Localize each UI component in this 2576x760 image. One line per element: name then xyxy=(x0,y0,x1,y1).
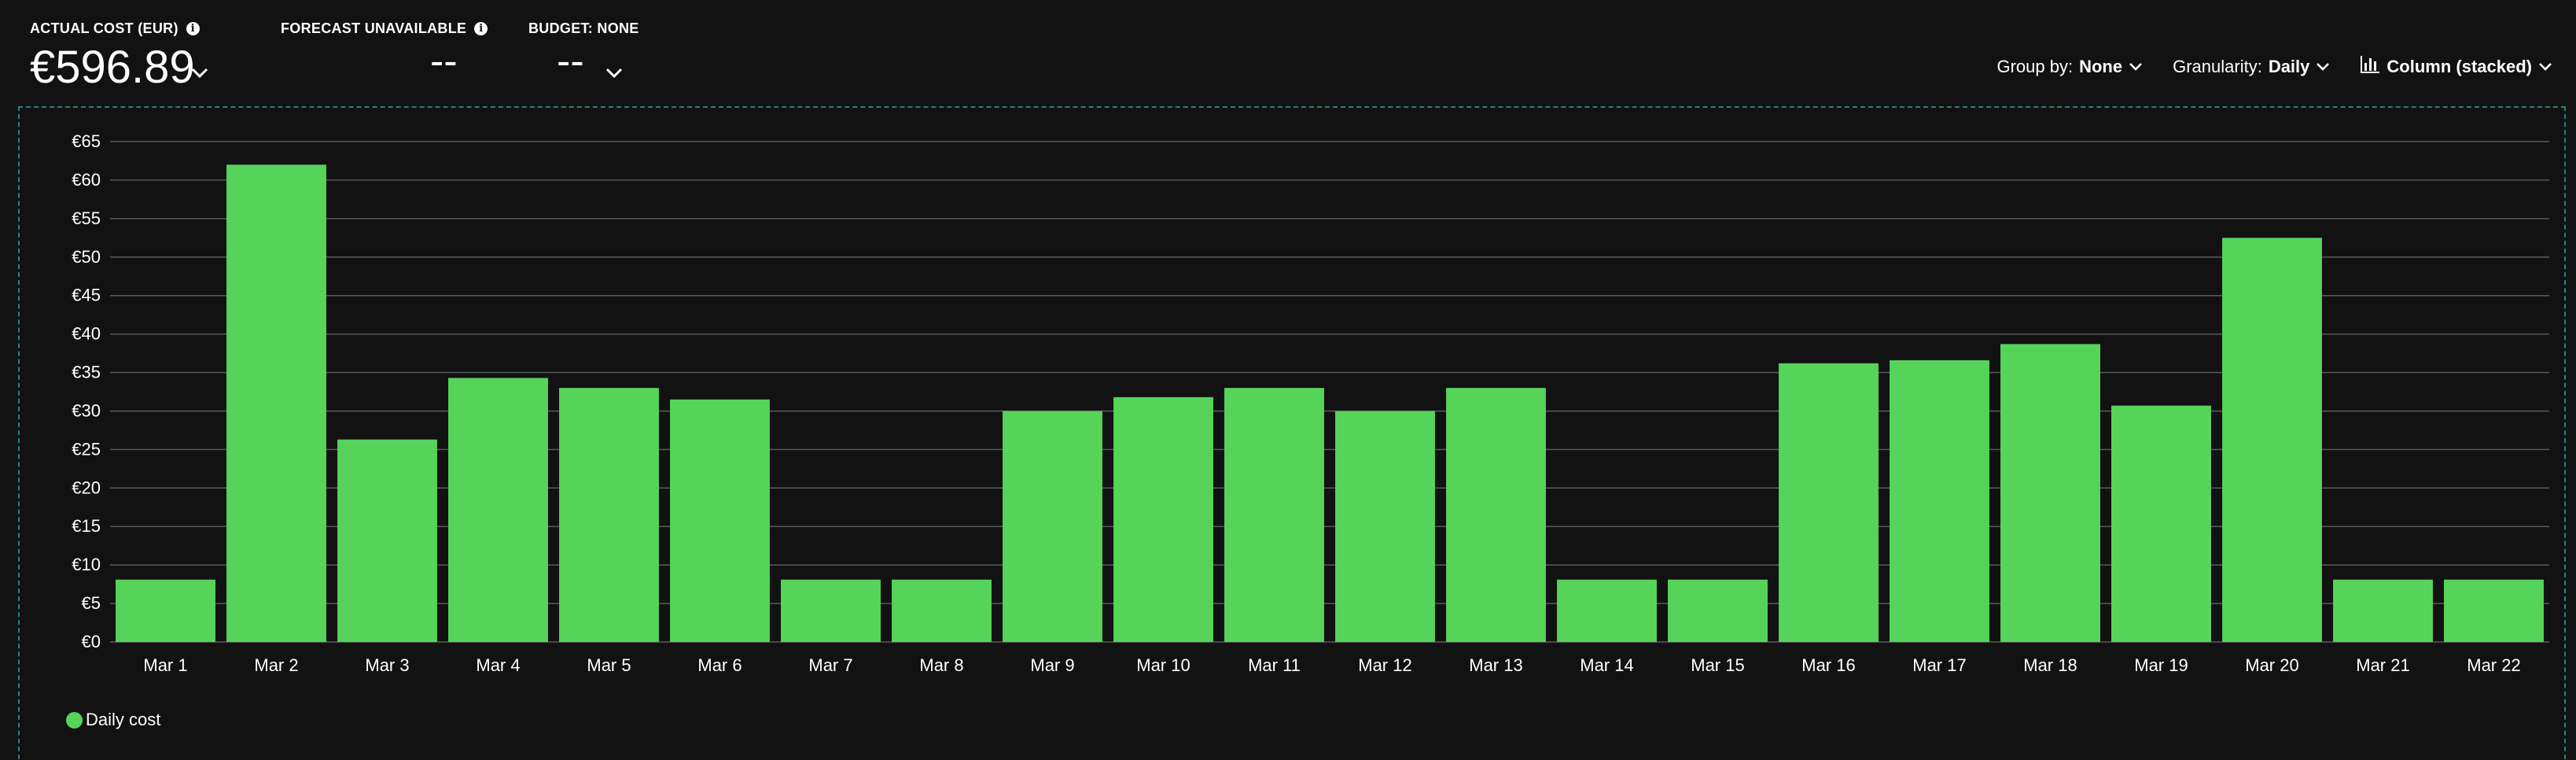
kpi-forecast-value: -- xyxy=(430,39,458,84)
x-tick-label: Mar 11 xyxy=(1248,655,1301,675)
bar-mar-10[interactable] xyxy=(1113,397,1213,642)
x-tick-label: Mar 16 xyxy=(1801,655,1855,675)
y-tick-label: €30 xyxy=(72,400,101,420)
bar-mar-3[interactable] xyxy=(337,439,437,642)
granularity-dropdown[interactable]: Granularity: Daily xyxy=(2173,57,2330,77)
info-icon[interactable]: i xyxy=(474,22,488,35)
x-tick-label: Mar 8 xyxy=(919,655,963,675)
bar-mar-5[interactable] xyxy=(559,388,659,642)
x-tick-label: Mar 6 xyxy=(697,655,742,675)
granularity-label: Granularity: xyxy=(2173,57,2262,76)
x-tick-label: Mar 14 xyxy=(1580,655,1633,675)
bar-mar-22[interactable] xyxy=(2444,579,2544,642)
y-tick-label: €45 xyxy=(72,286,101,305)
bar-mar-20[interactable] xyxy=(2222,238,2322,642)
y-tick-label: €60 xyxy=(72,170,101,190)
bar-mar-18[interactable] xyxy=(2000,344,2100,642)
group-by-dropdown[interactable]: Group by: None xyxy=(1996,57,2143,77)
y-tick-label: €65 xyxy=(72,131,101,151)
x-tick-label: Mar 18 xyxy=(2023,655,2077,675)
x-tick-label: Mar 3 xyxy=(365,655,409,675)
chart-type-value: Column (stacked) xyxy=(2386,57,2532,76)
x-tick-label: Mar 12 xyxy=(1358,655,1411,675)
bar-chart-icon xyxy=(2360,55,2380,79)
y-tick-label: €10 xyxy=(72,555,101,574)
kpi-budget-label: BUDGET: NONE xyxy=(528,20,639,36)
bar-mar-9[interactable] xyxy=(1003,411,1102,642)
bar-mar-8[interactable] xyxy=(892,579,992,642)
chart-legend[interactable]: Daily cost xyxy=(66,710,160,730)
y-tick-label: €0 xyxy=(82,632,101,651)
y-tick-label: €55 xyxy=(72,208,101,228)
y-tick-label: €25 xyxy=(72,439,101,459)
x-tick-label: Mar 4 xyxy=(476,655,520,675)
chart-toolbar: Group by: None Granularity: Daily xyxy=(1996,55,2552,79)
chart-area xyxy=(18,106,2566,760)
chevron-down-icon xyxy=(2129,62,2143,72)
x-tick-label: Mar 19 xyxy=(2134,655,2188,675)
y-tick-label: €40 xyxy=(72,324,101,344)
kpi-forecast: FORECAST UNAVAILABLE i -- xyxy=(281,20,488,84)
group-by-value: None xyxy=(2079,57,2123,76)
chevron-down-icon[interactable] xyxy=(605,68,623,79)
x-tick-label: Mar 2 xyxy=(254,655,298,675)
bar-mar-4[interactable] xyxy=(448,378,548,642)
bar-mar-13[interactable] xyxy=(1446,388,1546,642)
bar-mar-7[interactable] xyxy=(781,579,881,642)
x-tick-label: Mar 9 xyxy=(1030,655,1074,675)
x-tick-label: Mar 15 xyxy=(1691,655,1744,675)
x-tick-label: Mar 17 xyxy=(1912,655,1966,675)
bar-mar-2[interactable] xyxy=(226,164,326,642)
chevron-down-icon xyxy=(2316,62,2330,72)
bar-mar-17[interactable] xyxy=(1890,360,1989,642)
bar-mar-19[interactable] xyxy=(2111,405,2211,642)
y-tick-label: €20 xyxy=(72,478,101,497)
group-by-label: Group by: xyxy=(1996,57,2074,76)
x-tick-label: Mar 7 xyxy=(808,655,852,675)
bar-mar-12[interactable] xyxy=(1335,411,1435,642)
bar-mar-15[interactable] xyxy=(1668,579,1768,642)
x-tick-label: Mar 21 xyxy=(2356,655,2409,675)
chevron-down-icon[interactable] xyxy=(191,68,208,79)
bar-mar-21[interactable] xyxy=(2333,579,2433,642)
legend-label: Daily cost xyxy=(86,710,161,729)
kpi-actual-cost: ACTUAL COST (EUR) i €596.89 xyxy=(30,20,208,93)
chart-type-dropdown[interactable]: Column (stacked) xyxy=(2360,55,2552,79)
kpi-budget-value: -- xyxy=(557,39,584,84)
x-tick-label: Mar 5 xyxy=(587,655,631,675)
kpi-actual-cost-label: ACTUAL COST (EUR) xyxy=(30,20,178,36)
x-tick-label: Mar 1 xyxy=(143,655,187,675)
x-tick-label: Mar 10 xyxy=(1136,655,1190,675)
y-tick-label: €5 xyxy=(82,593,101,613)
granularity-value: Daily xyxy=(2268,57,2310,76)
info-icon[interactable]: i xyxy=(186,22,200,35)
bar-mar-1[interactable] xyxy=(116,579,215,642)
x-tick-label: Mar 22 xyxy=(2467,655,2520,675)
kpi-budget: BUDGET: NONE -- xyxy=(528,20,639,84)
bar-mar-6[interactable] xyxy=(670,399,770,642)
legend-swatch xyxy=(66,711,83,729)
x-tick-label: Mar 13 xyxy=(1469,655,1522,675)
x-tick-label: Mar 20 xyxy=(2245,655,2298,675)
chevron-down-icon xyxy=(2538,62,2552,72)
y-tick-label: €15 xyxy=(72,516,101,536)
kpi-actual-cost-value: €596.89 xyxy=(30,42,195,93)
bar-mar-11[interactable] xyxy=(1224,388,1324,642)
y-tick-label: €35 xyxy=(72,363,101,382)
bar-mar-14[interactable] xyxy=(1557,579,1657,642)
bar-mar-16[interactable] xyxy=(1779,363,1879,642)
kpi-forecast-label: FORECAST UNAVAILABLE xyxy=(281,20,467,36)
y-tick-label: €50 xyxy=(72,247,101,267)
